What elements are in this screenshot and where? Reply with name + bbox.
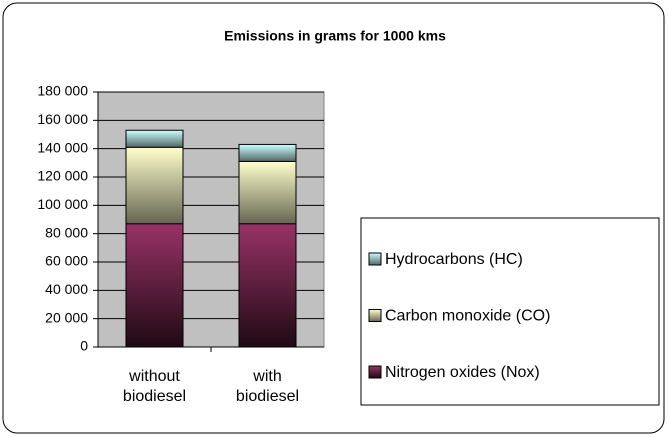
y-tick-label: 160 000 <box>37 111 88 127</box>
legend-label: Nitrogen oxides (Nox) <box>385 364 540 381</box>
chart-title: Emissions in grams for 1000 kms <box>224 28 446 44</box>
legend-label: Carbon monoxide (CO) <box>385 308 550 325</box>
legend-swatch <box>368 309 382 322</box>
bar-segment <box>125 129 184 148</box>
y-tick-label: 140 000 <box>37 139 88 155</box>
legend-swatch <box>368 365 382 379</box>
bar-segment <box>125 223 184 348</box>
bar-segment <box>238 223 297 348</box>
y-tick-label: 20 000 <box>45 309 88 325</box>
legend <box>360 217 660 406</box>
y-tick-label: 100 000 <box>37 196 88 212</box>
y-tick-label: 40 000 <box>45 281 88 297</box>
y-tick-label: 180 000 <box>37 83 88 99</box>
legend-label: Hydrocarbons (HC) <box>385 251 523 268</box>
legend-swatch <box>368 252 382 266</box>
y-tick-label: 0 <box>80 338 88 354</box>
x-tick-label: with biodiesel <box>235 368 300 405</box>
y-tick-label: 80 000 <box>45 224 88 240</box>
bar-segment <box>238 143 297 162</box>
x-tick-label: without biodiesel <box>122 368 187 405</box>
y-tick-label: 120 000 <box>37 168 88 184</box>
y-tick-label: 60 000 <box>45 253 88 269</box>
bar-segment <box>238 160 297 225</box>
bar-segment <box>125 146 184 225</box>
